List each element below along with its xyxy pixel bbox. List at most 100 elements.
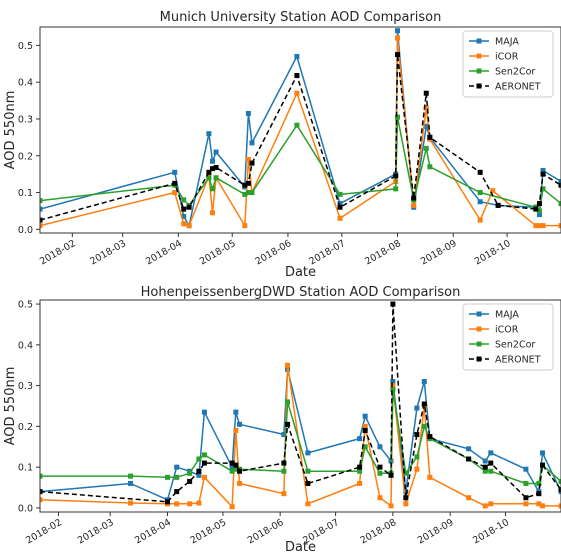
data-point-icor — [414, 467, 419, 472]
data-point-aeronet — [187, 479, 192, 484]
data-point-sen2cor — [305, 469, 310, 474]
data-point-maja — [210, 159, 215, 164]
x-tick-label: 2018-10 — [471, 517, 511, 546]
legend-label-icor: iCOR — [495, 52, 519, 63]
data-point-icor — [305, 501, 310, 506]
data-point-maja — [206, 131, 211, 136]
data-point-maja — [174, 465, 179, 470]
x-tick-label: 2018-06 — [246, 517, 286, 546]
data-point-maja — [422, 379, 427, 384]
y-tick-label: 0.4 — [18, 340, 33, 351]
x-tick-label: 2018-08 — [363, 238, 403, 267]
x-tick-label: 2018-08 — [358, 517, 398, 546]
data-point-sen2cor — [338, 192, 343, 197]
legend-marker-sen2cor — [477, 69, 482, 74]
data-point-aeronet — [488, 461, 493, 466]
series-line-sen2cor — [40, 117, 561, 211]
legend-marker-sen2cor — [477, 342, 482, 347]
x-tick-label: 2018-09 — [416, 517, 456, 546]
data-point-maja — [305, 450, 310, 455]
data-point-aeronet — [414, 432, 419, 437]
y-tick-label: 0.2 — [18, 151, 33, 162]
data-point-aeronet — [214, 165, 219, 170]
x-tick-label: 2018-04 — [144, 238, 184, 267]
data-point-icor — [128, 501, 133, 506]
series-line-icor — [40, 365, 561, 507]
data-point-maja — [414, 406, 419, 411]
data-point-aeronet — [285, 422, 290, 427]
data-point-aeronet — [478, 170, 483, 175]
data-point-sen2cor — [395, 115, 400, 120]
data-point-maja — [233, 410, 238, 415]
data-point-maja — [249, 140, 254, 145]
x-tick-label: 2018-10 — [473, 238, 513, 267]
data-point-aeronet — [237, 469, 242, 474]
data-point-maja — [540, 450, 545, 455]
legend-marker-maja — [477, 39, 482, 44]
data-point-sen2cor — [390, 387, 395, 392]
data-point-sen2cor — [249, 190, 254, 195]
data-point-icor — [281, 491, 286, 496]
data-point-sen2cor — [523, 481, 528, 486]
data-point-maja — [478, 199, 483, 204]
data-point-icor — [285, 363, 290, 368]
data-point-sen2cor — [174, 475, 179, 480]
data-point-sen2cor — [478, 190, 483, 195]
data-point-maja — [128, 481, 133, 486]
data-point-sen2cor — [414, 454, 419, 459]
y-tick-label: 0.0 — [18, 225, 33, 236]
data-point-aeronet — [395, 52, 400, 57]
data-point-icor — [377, 495, 382, 500]
data-point-aeronet — [533, 207, 538, 212]
data-point-icor — [174, 501, 179, 506]
data-point-sen2cor — [294, 123, 299, 128]
data-point-icor — [181, 221, 186, 226]
data-point-icor — [233, 428, 238, 433]
data-point-aeronet — [537, 201, 542, 206]
data-point-aeronet — [403, 495, 408, 500]
legend-label-maja: MAJA — [495, 310, 519, 321]
y-tick-label: 0.5 — [18, 41, 33, 52]
data-point-maja — [202, 410, 207, 415]
chart-title: HohenpeissenbergDWD Station AOD Comparis… — [141, 285, 461, 300]
data-point-sen2cor — [422, 424, 427, 429]
series-line-maja — [40, 369, 561, 500]
data-point-aeronet — [523, 495, 528, 500]
data-point-icor — [466, 495, 471, 500]
chart-title: Munich University Station AOD Comparison — [160, 10, 442, 25]
data-point-icor — [242, 223, 247, 228]
data-point-aeronet — [496, 203, 501, 208]
data-point-aeronet — [338, 205, 343, 210]
data-point-icor — [230, 504, 235, 509]
y-tick-label: 0.3 — [18, 381, 33, 392]
data-point-sen2cor — [424, 146, 429, 151]
legend-label-aeronet: AERONET — [495, 355, 541, 366]
data-point-sen2cor — [285, 399, 290, 404]
data-point-icor — [411, 203, 416, 208]
data-point-icor — [357, 481, 362, 486]
data-point-aeronet — [540, 463, 545, 468]
data-point-sen2cor — [196, 457, 201, 462]
data-point-maja — [294, 54, 299, 59]
data-point-aeronet — [181, 207, 186, 212]
data-point-maja — [488, 450, 493, 455]
legend-marker-aeronet — [477, 357, 482, 362]
data-point-aeronet — [246, 181, 251, 186]
data-point-icor — [483, 503, 488, 508]
data-point-icor — [488, 501, 493, 506]
data-point-icor — [523, 501, 528, 506]
data-point-aeronet — [281, 461, 286, 466]
data-point-sen2cor — [488, 469, 493, 474]
x-tick-label: 2018-05 — [198, 238, 238, 267]
data-point-aeronet — [536, 491, 541, 496]
data-point-maja — [246, 111, 251, 116]
data-point-icor — [478, 218, 483, 223]
y-axis-label: AOD 550nm — [3, 91, 18, 170]
y-tick-label: 0.3 — [18, 114, 33, 125]
legend-label-icor: iCOR — [495, 325, 519, 336]
data-point-aeronet — [427, 135, 432, 140]
data-point-aeronet — [202, 461, 207, 466]
x-tick-label: 2018-02 — [24, 517, 64, 546]
